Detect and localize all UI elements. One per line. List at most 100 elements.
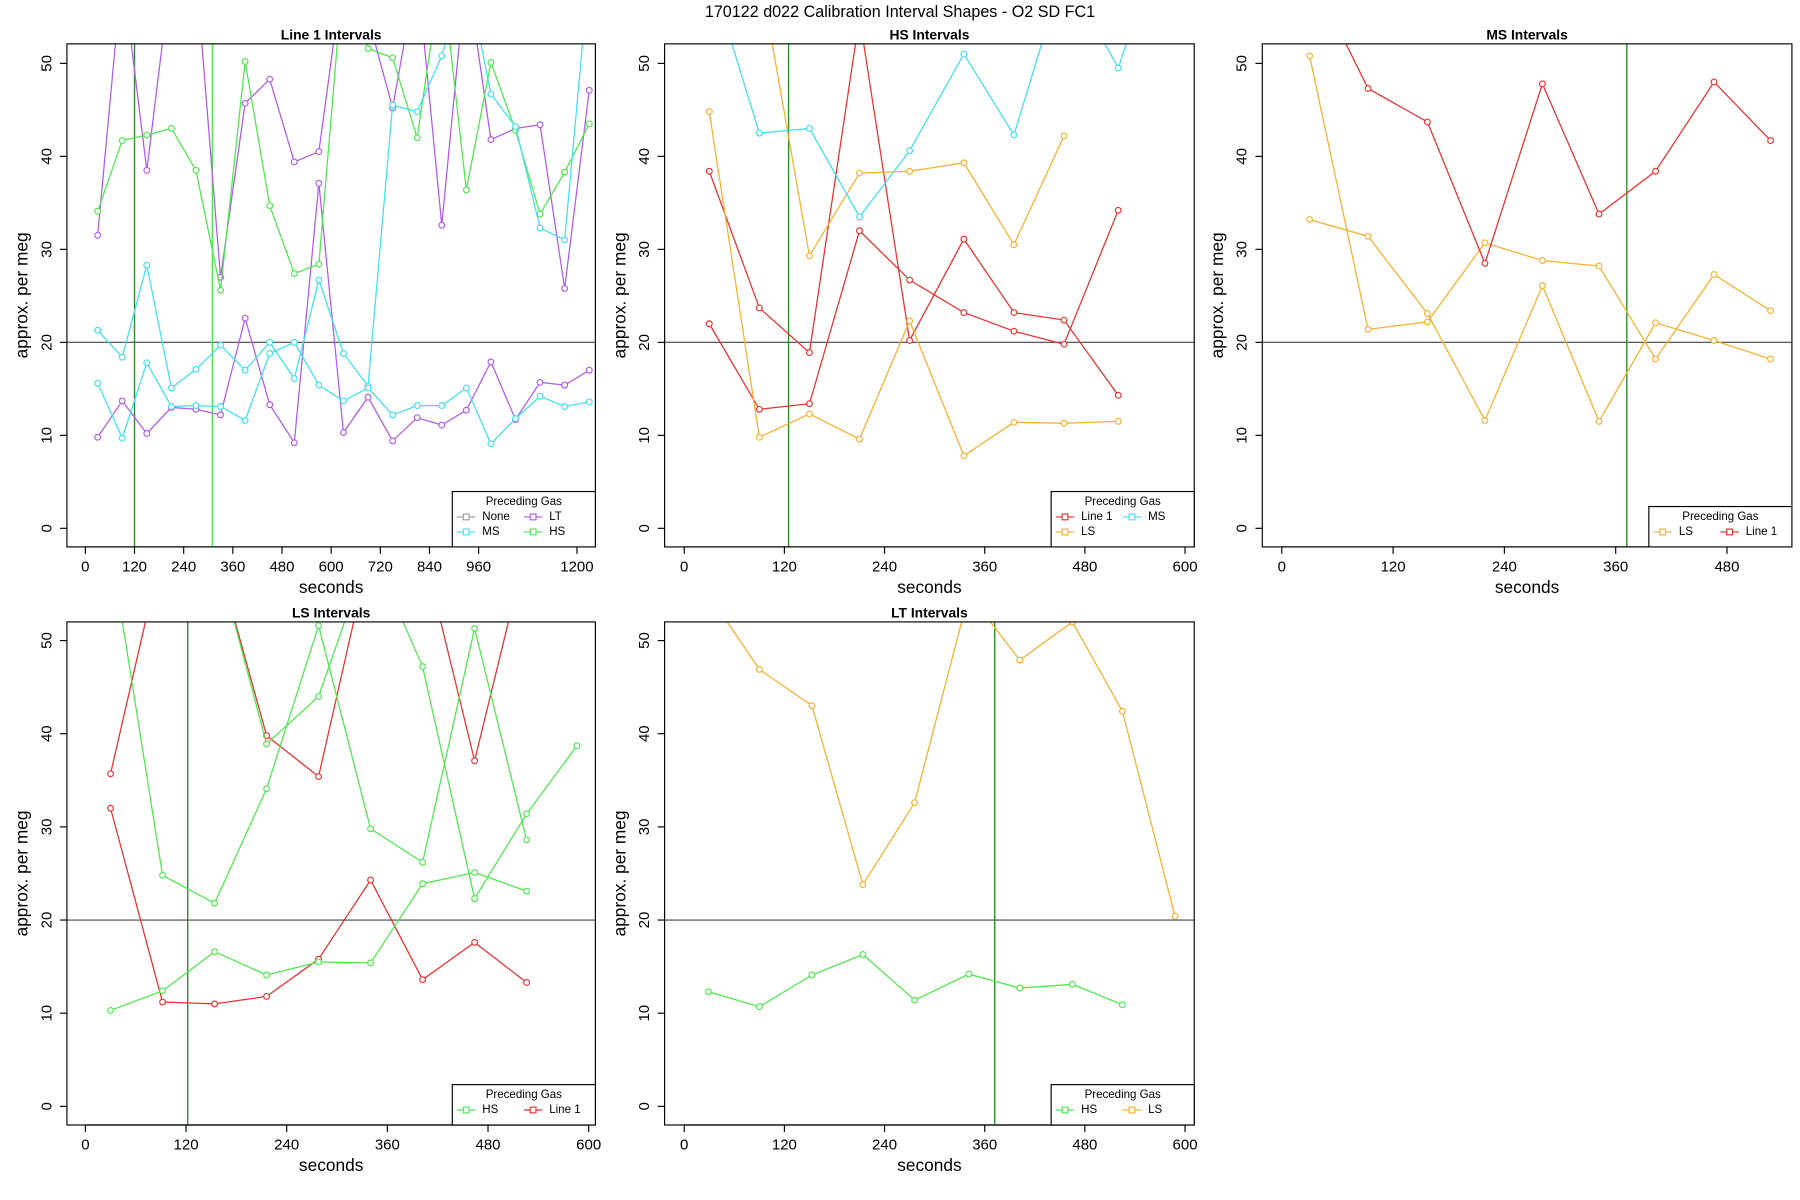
x-tick-label: 720: [368, 559, 393, 576]
data-point: [561, 381, 569, 389]
series-line: [97, 43, 584, 390]
data-point: [1710, 271, 1718, 278]
data-point: [960, 309, 968, 317]
y-tick-label: 40: [636, 725, 653, 742]
data-point: [755, 304, 763, 312]
x-tick-label: 360: [1603, 559, 1628, 576]
y-tick-label: 20: [636, 334, 653, 351]
series-line: [1309, 218, 1771, 423]
data-point: [471, 895, 479, 903]
legend-marker: [1061, 513, 1069, 521]
data-point: [512, 415, 519, 423]
data-point: [906, 147, 914, 155]
y-tick-label: 0: [636, 524, 653, 532]
data-point: [241, 99, 249, 107]
data-point: [266, 202, 274, 210]
legend-marker: [1128, 513, 1136, 521]
data-point: [413, 414, 421, 422]
y-tick-label: 20: [38, 334, 55, 351]
legend-marker: [529, 1106, 537, 1114]
data-point: [315, 622, 323, 630]
data-point: [1481, 259, 1489, 267]
panel: HS Intervals seconds approx. per meg 0 120 24…: [609, 14, 1197, 597]
legend-marker: [1061, 1106, 1069, 1114]
y-tick-label: 50: [38, 632, 55, 649]
data-point: [413, 108, 421, 116]
y-tick-label: 20: [1234, 334, 1251, 351]
data-point: [1132, 14, 1138, 20]
series-line: [97, 43, 590, 291]
data-point: [585, 86, 593, 94]
y-tick-label: 0: [636, 1102, 653, 1110]
data-point: [266, 401, 274, 409]
data-point: [1423, 118, 1431, 126]
data-point: [1114, 206, 1122, 214]
data-point: [364, 393, 372, 401]
series-line: [110, 871, 527, 1012]
data-point: [536, 378, 544, 386]
legend-label: Line 1: [549, 1104, 580, 1116]
data-point: [143, 430, 151, 437]
data-point: [315, 958, 323, 966]
data-point: [1710, 78, 1718, 86]
x-tick-label: 120: [122, 559, 147, 576]
data-point: [462, 406, 470, 414]
data-point: [94, 433, 102, 441]
data-point: [1060, 132, 1068, 140]
x-tick-label: 480: [475, 1137, 500, 1154]
y-tick-label: 50: [636, 632, 653, 649]
data-point: [906, 276, 914, 284]
y-tick-label: 50: [636, 55, 653, 72]
x-tick-label: 480: [1714, 559, 1739, 576]
data-point: [1118, 707, 1126, 715]
panel-title: LS Intervals: [292, 605, 371, 621]
x-tick-label: 0: [81, 559, 89, 576]
x-tick-label: 120: [772, 559, 797, 576]
data-point: [487, 90, 495, 98]
data-point: [536, 224, 544, 232]
data-point: [290, 375, 298, 383]
data-point: [118, 397, 126, 405]
x-tick-label: 600: [576, 1137, 601, 1154]
data-point: [906, 337, 914, 344]
data-point: [167, 125, 175, 132]
data-point: [1364, 325, 1372, 333]
y-tick-label: 10: [636, 1005, 653, 1022]
y-axis-label: approx. per meg: [609, 232, 629, 358]
y-tick-label: 40: [636, 148, 653, 165]
legend-label: LS: [1679, 526, 1693, 538]
legend-marker: [462, 1106, 470, 1114]
data-point: [94, 231, 102, 239]
data-point: [94, 326, 102, 334]
data-point: [1423, 310, 1431, 317]
x-tick-label: 240: [274, 1137, 299, 1154]
data-point: [290, 439, 298, 447]
data-point: [159, 987, 167, 995]
data-point: [705, 167, 713, 175]
data-point: [290, 158, 298, 166]
data-point: [1016, 984, 1024, 992]
x-tick-label: 0: [1278, 559, 1286, 576]
x-tick-label: 120: [174, 1137, 199, 1154]
data-point: [94, 207, 102, 215]
data-point: [438, 421, 446, 429]
y-tick-label: 10: [1234, 427, 1251, 444]
data-point: [523, 836, 531, 844]
data-point: [573, 742, 581, 750]
series-line: [731, 43, 1127, 218]
x-tick-label: 0: [680, 559, 688, 576]
data-point: [211, 1000, 219, 1008]
data-point: [856, 213, 863, 221]
data-point: [315, 260, 323, 268]
x-tick-label: 360: [972, 1137, 997, 1154]
legend-label: LS: [1081, 526, 1095, 538]
data-point: [290, 338, 298, 346]
y-axis-label: approx. per meg: [609, 810, 629, 936]
data-point: [1364, 232, 1372, 240]
data-point: [1114, 417, 1122, 425]
data-point: [1538, 80, 1546, 88]
data-point: [911, 996, 919, 1004]
data-point: [487, 358, 495, 366]
data-point: [1595, 262, 1603, 270]
